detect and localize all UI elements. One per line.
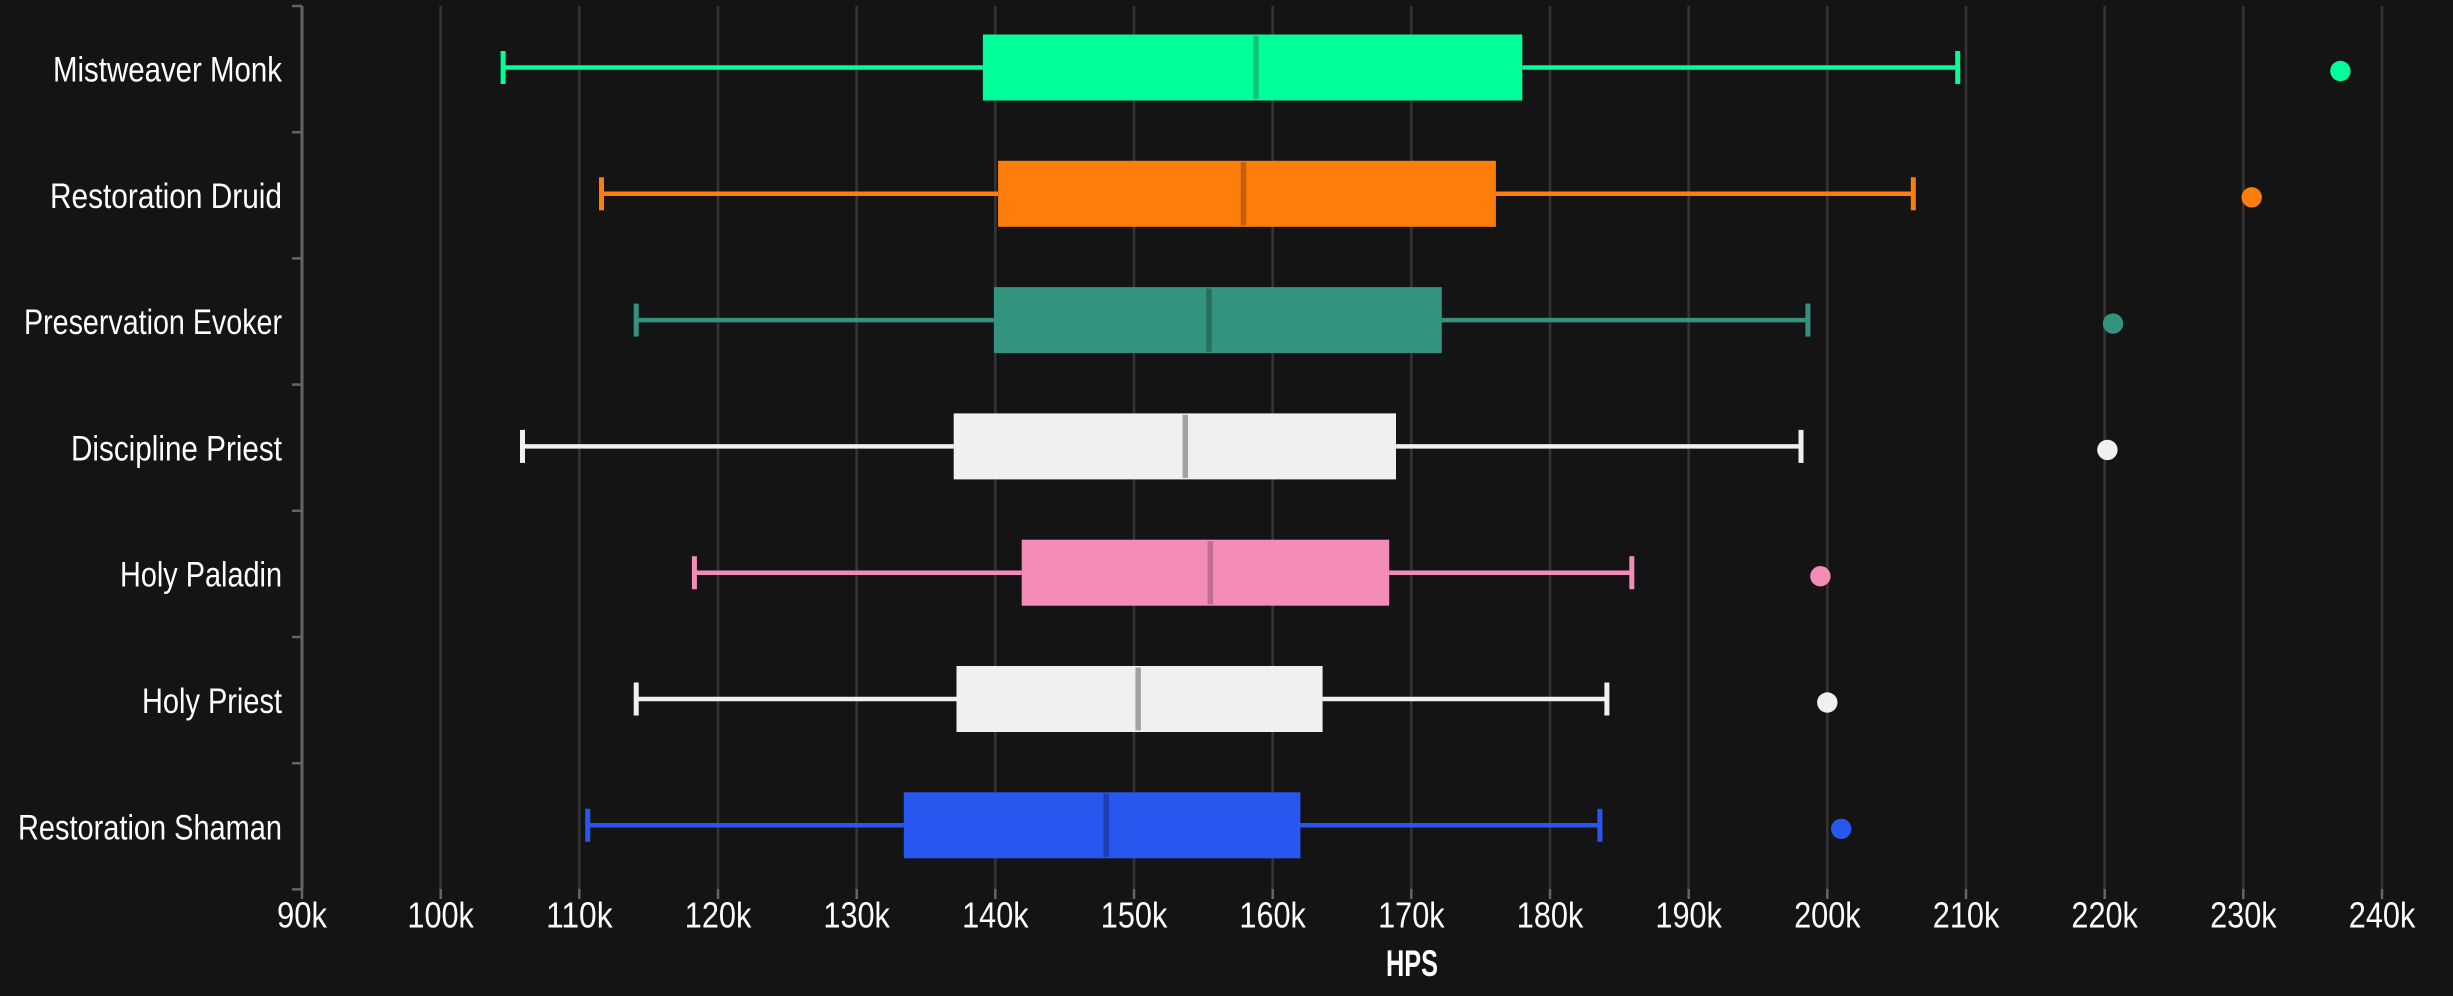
svg-text:130k: 130k — [823, 895, 890, 936]
svg-text:Holy Paladin: Holy Paladin — [120, 556, 282, 595]
svg-text:Preservation Evoker: Preservation Evoker — [24, 303, 282, 342]
svg-text:Restoration Shaman: Restoration Shaman — [18, 808, 282, 847]
svg-text:Holy Priest: Holy Priest — [142, 682, 282, 721]
svg-text:HPS: HPS — [1386, 943, 1438, 984]
svg-text:220k: 220k — [2071, 895, 2138, 936]
svg-text:110k: 110k — [546, 895, 613, 936]
svg-text:140k: 140k — [962, 895, 1029, 936]
svg-text:90k: 90k — [277, 895, 328, 936]
svg-text:210k: 210k — [1933, 895, 2000, 936]
svg-text:240k: 240k — [2349, 895, 2416, 936]
svg-text:200k: 200k — [1794, 895, 1861, 936]
svg-text:190k: 190k — [1655, 895, 1722, 936]
svg-text:230k: 230k — [2210, 895, 2277, 936]
svg-text:Restoration Druid: Restoration Druid — [50, 177, 282, 216]
svg-text:180k: 180k — [1517, 895, 1584, 936]
svg-text:Discipline Priest: Discipline Priest — [71, 429, 282, 468]
svg-text:150k: 150k — [1101, 895, 1168, 936]
svg-text:160k: 160k — [1239, 895, 1306, 936]
svg-text:170k: 170k — [1378, 895, 1445, 936]
svg-text:120k: 120k — [685, 895, 752, 936]
svg-text:Mistweaver Monk: Mistweaver Monk — [53, 51, 282, 90]
svg-text:100k: 100k — [407, 895, 474, 936]
